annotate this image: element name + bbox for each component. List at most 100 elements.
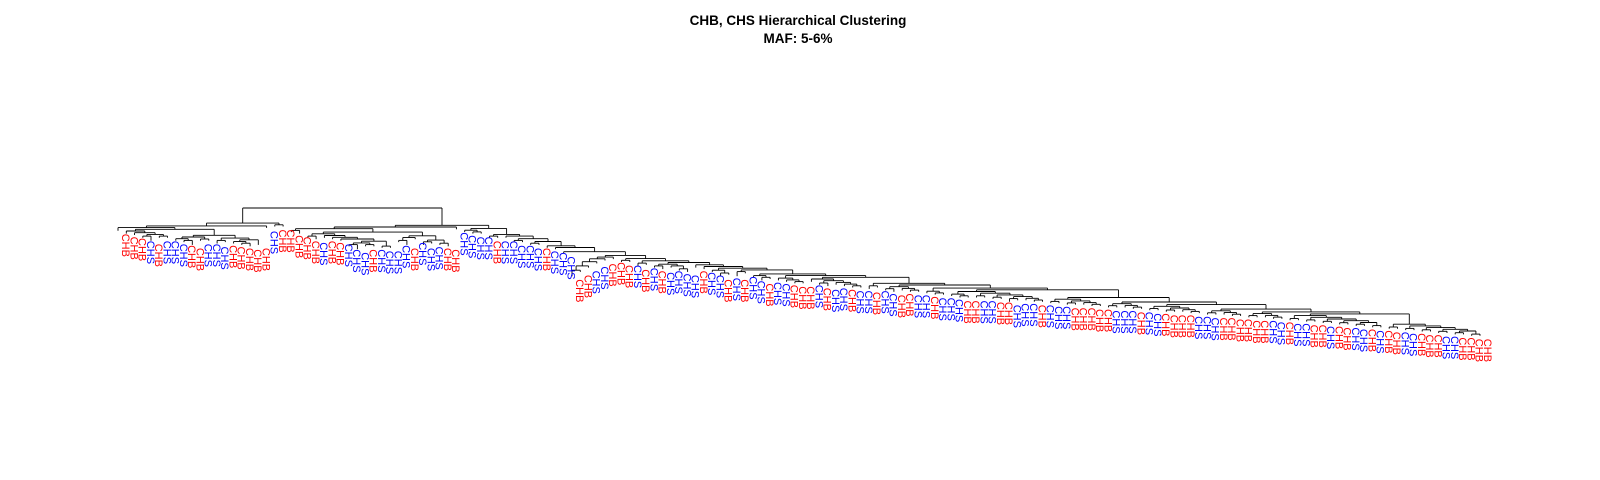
leaf-label: CHS [689,275,701,298]
leaf-label: CHB [1101,309,1113,332]
leaf-label: CHS [548,251,560,274]
leaf-label: CHB [259,248,271,271]
leaf-labels: CHBCHBCHBCHSCHBCHSCHSCHSCHBCHBCHSCHSCHSC… [119,230,1493,363]
leaf-label: CHB [573,279,585,302]
leaf-label: CHS [317,242,329,265]
leaf-label: CHS [1209,318,1221,341]
leaf-label: CHS [482,237,494,260]
leaf-label: CHS [1011,305,1023,328]
leaf-label: CHS [812,285,824,308]
leaf-label: CHB [1167,315,1179,338]
leaf-label: CHS [829,289,841,312]
leaf-label: CHS [672,271,684,294]
leaf-label: CHB [804,286,816,309]
leaf-label: CHB [788,285,800,308]
leaf-label: CHB [1093,309,1105,332]
leaf-label: CHS [1143,312,1155,335]
leaf-label: CHB [243,248,255,271]
leaf-label: CHB [1283,322,1295,345]
leaf-label: CHB [1225,318,1237,341]
leaf-label: CHS [342,244,354,267]
leaf-label: CHS [771,282,783,305]
leaf-label: CHS [457,232,469,255]
leaf-label: CHB [994,302,1006,325]
leaf-label: CHB [1316,325,1328,348]
leaf-label: CHB [697,271,709,294]
leaf-label: CHB [292,235,304,258]
leaf-label: CHB [969,301,981,324]
leaf-label: CHB [1159,313,1171,336]
leaf-label: CHS [664,272,676,295]
leaf-label: CHB [623,265,635,288]
leaf-label: CHS [1399,332,1411,355]
leaf-label: CHS [169,241,181,264]
leaf-label: CHS [1324,326,1336,349]
leaf-label: CHB [251,249,263,272]
leaf-label: CHB [1233,319,1245,342]
leaf-label: CHB [656,271,668,294]
chart-title: CHB, CHS Hierarchical Clustering [690,13,907,28]
leaf-label: CHS [557,252,569,275]
leaf-label: CHS [755,281,767,304]
leaf-label: CHS [400,245,412,268]
leaf-label: CHS [779,283,791,306]
leaf-label: CHS [713,275,725,298]
leaf-label: CHB [367,249,379,272]
leaf-label: CHB [1332,326,1344,349]
leaf-label: CHB [1176,315,1188,338]
leaf-label: CHS [911,295,923,318]
leaf-label: CHS [1349,327,1361,350]
leaf-label: CHB [1365,329,1377,352]
leaf-label: CHS [160,241,172,264]
leaf-label: CHS [631,265,643,288]
leaf-label: CHB [1481,339,1493,362]
leaf-label: CHB [325,241,337,264]
leaf-label: CHS [1200,316,1212,339]
leaf-label: CHS [499,241,511,264]
leaf-label: CHS [1126,310,1138,333]
leaf-label: CHB [722,279,734,302]
leaf-label: CHB [408,248,420,271]
leaf-label: CHB [1035,305,1047,328]
leaf-label: CHB [540,248,552,271]
leaf-label: CHS [1374,330,1386,353]
leaf-label: CHB [1217,318,1229,341]
leaf-label: CHS [986,301,998,324]
leaf-label: CHS [1151,313,1163,336]
leaf-label: CHB [1002,302,1014,325]
leaf-label: CHB [845,289,857,312]
leaf-label: CHB [1077,308,1089,331]
leaf-label: CHS [953,299,965,322]
leaf-label: CHB [284,230,296,253]
leaf-label: CHS [416,242,428,265]
leaf-label: CHS [1266,320,1278,343]
leaf-label: CHS [1275,322,1287,345]
leaf-label: CHS [565,256,577,279]
leaf-label: CHS [391,251,403,274]
leaf-label: CHS [375,249,387,272]
leaf-label: CHS [1044,305,1056,328]
leaf-label: CHS [177,244,189,267]
leaf-label: CHB [449,249,461,272]
leaf-label: CHS [515,245,527,268]
dendrogram-tree [117,207,1481,336]
leaf-label: CHS [474,237,486,260]
leaf-label: CHB [441,248,453,271]
leaf-label: CHS [680,274,692,297]
leaf-label: CHS [705,272,717,295]
leaf-label: CHB [1068,308,1080,331]
leaf-label: CHB [1473,339,1485,362]
leaf-label: CHS [1448,336,1460,359]
leaf-label: CHS [1118,310,1130,333]
leaf-label: CHB [309,241,321,264]
leaf-label: CHB [763,283,775,306]
leaf-label: CHB [152,244,164,267]
leaf-label: CHS [1110,310,1122,333]
leaf-label: CHB [1258,320,1270,343]
leaf-label: CHS [524,245,536,268]
leaf-label: CHS [268,231,280,254]
leaf-label: CHS [590,271,602,294]
chart-subtitle: MAF: 5-6% [763,31,832,46]
leaf-label: CHS [358,252,370,275]
